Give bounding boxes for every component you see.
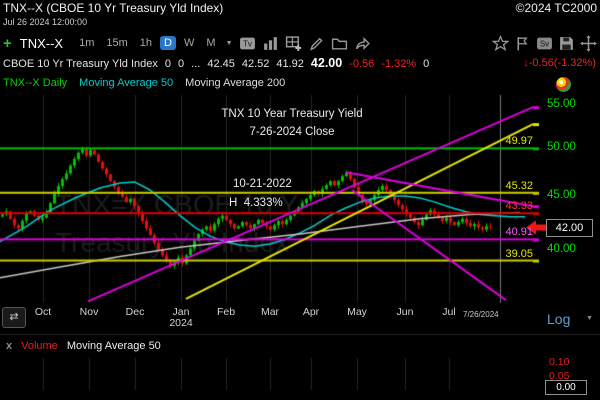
timeframe-caret-icon[interactable]: ▼	[225, 39, 233, 47]
volume-axis-tick-1: 0.10	[549, 356, 570, 368]
scale-caret-icon[interactable]: ▼	[586, 315, 593, 322]
volume-legend-row: x Volume Moving Average 50	[6, 340, 161, 352]
annotation-note-1: 10-21-2022	[233, 178, 292, 190]
timeframe-15m[interactable]: 15m	[106, 37, 128, 49]
xaxis-month-label: Jan	[172, 306, 190, 318]
price-axis-tick: 50.00	[547, 141, 576, 154]
titlebar: TNX--X (CBOE 10 Yr Treasury Yld Index) ©…	[3, 1, 597, 15]
timeframe-D[interactable]: D	[160, 36, 176, 50]
price-level-label: 43.33	[505, 200, 533, 213]
quote-volume: 0	[423, 58, 430, 70]
xaxis-year-label: 2024	[169, 317, 193, 329]
symbol-label[interactable]: TNX--X	[19, 35, 64, 51]
volume-bars-icon[interactable]	[262, 35, 279, 52]
price-level-label: 40.91	[505, 226, 533, 239]
quote-ask: 0	[178, 58, 185, 70]
quote-open: 42.45	[207, 58, 235, 70]
share-arrow-icon[interactable]	[354, 35, 371, 52]
annotation-title-2: 7-26-2024 Close	[249, 126, 335, 138]
timeframe-1h[interactable]: 1h	[139, 37, 153, 49]
change-summary: ↓-0.56(-1.32%)	[523, 57, 596, 69]
toolbar: + TNX--X 1m 15m 1h D W M ▼ Tv Sv	[3, 32, 597, 54]
move-icon[interactable]	[580, 34, 597, 52]
price-axis-tick: 55.00	[547, 97, 576, 110]
quote-change-pct: -1.32%	[381, 58, 417, 70]
legend-symbol[interactable]: TNX--X Daily	[3, 77, 68, 89]
price-axis-tick: 40.00	[547, 242, 576, 255]
price-axis-tick: 45.00	[547, 189, 576, 201]
add-symbol-icon[interactable]: +	[3, 34, 12, 52]
folder-icon[interactable]	[331, 35, 348, 52]
save-icon[interactable]	[558, 35, 575, 52]
connection-globe-icon	[556, 77, 571, 92]
xaxis-month-label: Jul	[442, 306, 456, 318]
annotation-title-1: TNX 10 Year Treasury Yield	[221, 108, 363, 120]
timeframe-M[interactable]: M	[206, 37, 216, 49]
current-date-label: 7/26/2024	[463, 310, 499, 319]
timeframe-W[interactable]: W	[184, 37, 195, 49]
favorite-star-icon[interactable]	[492, 34, 509, 52]
volume-ma-label[interactable]: Moving Average 50	[66, 340, 161, 352]
volume-close-button[interactable]: x	[6, 340, 13, 352]
legend-ma200[interactable]: Moving Average 200	[185, 77, 286, 89]
svg-text:Sv: Sv	[540, 39, 549, 48]
pencil-icon[interactable]	[308, 35, 325, 52]
price-chart-canvas[interactable]	[0, 92, 600, 400]
xaxis-month-label: Jun	[396, 306, 414, 318]
timeframe-1m[interactable]: 1m	[79, 37, 95, 49]
legend-ma50[interactable]: Moving Average 50	[79, 77, 174, 89]
xaxis-month-label: Apr	[302, 306, 320, 318]
price-level-label: 49.97	[505, 135, 533, 148]
quote-last: 42.00	[310, 56, 343, 70]
timeframe-group: 1m 15m 1h D W M	[75, 36, 219, 50]
legend-row: TNX--X Daily Moving Average 50 Moving Av…	[3, 77, 285, 89]
quote-low: 41.92	[276, 58, 304, 70]
scale-log-button[interactable]: Log	[547, 311, 571, 327]
annotation-note-2: H 4.333%	[229, 197, 283, 209]
tv-icon[interactable]: Tv	[239, 35, 256, 52]
quote-name: CBOE 10 Yr Treasury Yld Index	[3, 58, 158, 70]
quote-change: -0.56	[349, 58, 375, 70]
change-summary-text: -0.56(-1.32%)	[528, 57, 596, 69]
toolbar-right-group: Sv	[492, 34, 597, 52]
price-level-label: 45.32	[505, 179, 533, 192]
last-price-box: 42.00	[546, 219, 593, 237]
pan-resize-button[interactable]: ⇄	[2, 307, 26, 328]
window-title: TNX--X (CBOE 10 Yr Treasury Yld Index)	[3, 1, 224, 15]
flag-icon[interactable]	[514, 35, 531, 52]
xaxis-month-label: Oct	[34, 306, 52, 318]
grid-add-icon[interactable]	[285, 35, 302, 52]
xaxis-month-label: Nov	[79, 306, 99, 318]
xaxis-month-label: Feb	[216, 306, 236, 318]
svg-text:Tv: Tv	[243, 39, 252, 48]
quote-ellipsis: ...	[191, 58, 201, 70]
quote-high: 42.52	[241, 58, 270, 70]
sv-icon[interactable]: Sv	[536, 35, 553, 52]
down-arrow-icon: ↓	[523, 57, 529, 69]
last-price-arrow-icon	[526, 220, 547, 235]
xaxis-month-label: Mar	[260, 306, 280, 318]
volume-label[interactable]: Volume	[21, 340, 58, 352]
quote-bid: 0	[164, 58, 172, 70]
volume-axis-tick-2: 0.05	[549, 370, 570, 382]
xaxis-month-label: May	[347, 306, 367, 318]
volume-zero-box: 0.00	[545, 380, 587, 395]
quote-row: CBOE 10 Yr Treasury Yld Index 0 0 ... 42…	[3, 56, 429, 70]
xaxis-month-label: Dec	[125, 306, 145, 318]
copyright: ©2024 TC2000	[515, 1, 597, 15]
price-level-label: 39.05	[505, 247, 533, 260]
chart-datetime: Jul 26 2024 12:00:00	[3, 17, 88, 27]
